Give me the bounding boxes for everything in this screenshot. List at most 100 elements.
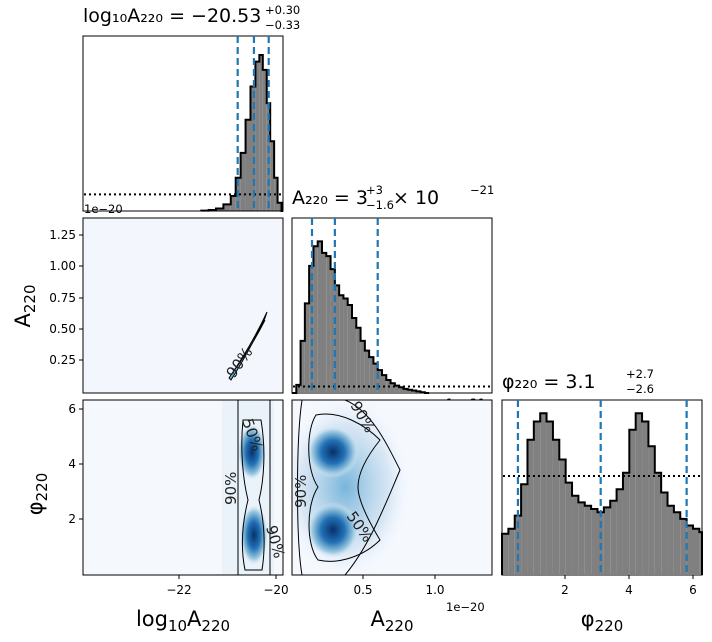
- a220-ytick-0.50: 0.50: [49, 322, 76, 336]
- a220-ytick-1.00: 1.00: [49, 259, 76, 273]
- phi-xtick-2: 2: [561, 583, 569, 597]
- phi-hist-bin: [540, 413, 547, 575]
- a220-phi-contour-50: [308, 413, 381, 562]
- a220-xtick-1.0: 1.0: [425, 583, 444, 597]
- a220-hist-bin: [407, 389, 412, 393]
- title-phi: φ₂₂₀ = 3.1: [502, 371, 596, 393]
- log10a-a220-contour-90: [228, 311, 268, 381]
- phi-ytick-6: 6: [68, 402, 76, 416]
- log10a-phi-frame: [82, 399, 284, 576]
- log10a-phi-label-90a: 90%: [222, 472, 240, 505]
- phi-hist-bin: [559, 459, 566, 575]
- phi-hist-bin: [578, 502, 585, 575]
- log10a-x-ticks: −22 −20: [166, 575, 289, 597]
- log10a-hist-bin: [230, 196, 236, 211]
- phi-xlabel: φ220: [581, 607, 624, 635]
- a220-phi-mode-upper: [307, 426, 359, 478]
- phi-hist-bin: [591, 509, 598, 575]
- log10a-hist-bin: [277, 202, 282, 211]
- a220-hist-bin: [356, 327, 361, 393]
- phi-hist-bin: [546, 421, 553, 575]
- a220-hist-bin: [347, 304, 352, 393]
- title-a220-suffix: × 10: [393, 187, 439, 209]
- phi-xtick-4: 4: [625, 583, 633, 597]
- a220-hist-bin: [339, 295, 344, 393]
- title-a220: A₂₂₀ = 3: [292, 187, 368, 209]
- phi-xtick-6: 6: [689, 583, 697, 597]
- a220-phi-frame: [291, 399, 493, 576]
- phi-hist-bin: [565, 482, 573, 575]
- a220-hist-bin: [352, 318, 357, 393]
- phi-hist-bin: [603, 507, 611, 575]
- a220-hist-bin: [313, 246, 318, 393]
- log10a-a220-y-ticks: 1.25 1.00 0.75 0.50 0.25: [49, 228, 83, 367]
- log10a-hist-bin: [262, 69, 267, 212]
- title-a220-err-minus: −1.6: [366, 198, 394, 212]
- a220-phi-label-90b: 90%: [292, 475, 310, 508]
- title-log10a-err-minus: −0.33: [265, 18, 300, 32]
- a220-hist-bin: [394, 385, 400, 393]
- phi-hist-bin: [508, 528, 515, 575]
- log10a-xtick-22: −22: [166, 583, 191, 597]
- log10a-hist-bin: [216, 208, 224, 211]
- a220-hist-bin: [369, 357, 374, 393]
- log10a-hist-bin: [240, 152, 246, 211]
- a220-xtick-0.5: 0.5: [353, 583, 372, 597]
- log10a-phi-mode-lower: [240, 505, 268, 565]
- a220-ytick-0.25: 0.25: [49, 353, 76, 367]
- title-phi-err-plus: +2.7: [626, 367, 654, 381]
- log10a-hist-outline: [200, 53, 283, 212]
- phi-ylabel: φ220: [23, 473, 51, 516]
- a220-hist-bin: [334, 285, 340, 393]
- log10a-phi-contour-50: [241, 419, 265, 571]
- phi-hist-bin: [661, 492, 668, 575]
- a220-hist-bin: [377, 370, 382, 393]
- log10a-hist-bin: [270, 141, 275, 211]
- phi-hist-bin: [622, 472, 630, 575]
- a220-ylabel: A220: [11, 284, 39, 327]
- a220-hist-bin: [399, 387, 404, 393]
- a220-ytick-1.25: 1.25: [49, 228, 76, 242]
- phi-hist-bars: [501, 400, 703, 575]
- panel-log10a-hist: log₁₀A₂₂₀ = −20.53 +0.30 −0.33 1e−20: [82, 3, 300, 216]
- phi-hist-bin: [686, 525, 693, 575]
- phi-hist-bin: [502, 533, 509, 575]
- log10a-phi-contour-90: [237, 400, 271, 575]
- a220-hist-bin: [304, 303, 310, 393]
- phi-hist-bin: [680, 518, 687, 575]
- phi-hist-bin: [654, 472, 662, 575]
- a220-hist-bin: [373, 363, 378, 393]
- phi-ytick-4: 4: [68, 457, 76, 471]
- a220-hist-bin: [330, 269, 335, 393]
- a220-hist-bars: [292, 218, 491, 394]
- panel-phi-hist: φ₂₂₀ = 3.1 +2.7 −2.6 2 4 6 φ220: [501, 367, 703, 635]
- phi-hist-bin: [521, 484, 528, 575]
- phi-hist-outline: [501, 412, 703, 575]
- phi-hist-bin: [572, 495, 579, 575]
- a220-hist-outline: [292, 240, 430, 394]
- a220-hist-bin: [300, 340, 305, 393]
- a220-hist-bin: [412, 390, 417, 393]
- a220-xlabel: A220: [370, 607, 413, 635]
- a220-x-offset-text: 1e−20: [446, 600, 485, 614]
- a220-hist-bin: [360, 340, 365, 393]
- a220-hist-bin: [382, 375, 387, 393]
- phi-ytick-2: 2: [68, 512, 76, 526]
- title-phi-err-minus: −2.6: [626, 382, 654, 396]
- phi-hist-bin: [552, 439, 560, 575]
- panel-a220-hist: A₂₂₀ = 3 +3 −1.6 × 10 −21 1e−20: [291, 183, 494, 410]
- phi-hist-bin: [642, 421, 649, 575]
- a220-hist-bin: [390, 383, 395, 393]
- phi-hist-bin: [533, 421, 541, 575]
- log10a-hist-bin: [223, 204, 231, 211]
- phi-hist-bin: [635, 413, 643, 575]
- a220-hist-bin: [296, 384, 301, 393]
- log10a-hist-bars: [84, 36, 283, 212]
- log10a-offset-text: 1e−20: [84, 202, 123, 216]
- a220-hist-bin: [403, 388, 408, 393]
- log10a-a220-density: [82, 217, 284, 394]
- log10a-xlabel: log10A220: [136, 607, 230, 635]
- title-log10a: log₁₀A₂₂₀ = −20.53: [83, 5, 261, 27]
- log10a-a220-contour-50: [235, 319, 266, 369]
- panel-log10a-vs-phi: 50% 90% 90% 2 4 6 −22 −20 log10A220 φ220: [23, 399, 289, 635]
